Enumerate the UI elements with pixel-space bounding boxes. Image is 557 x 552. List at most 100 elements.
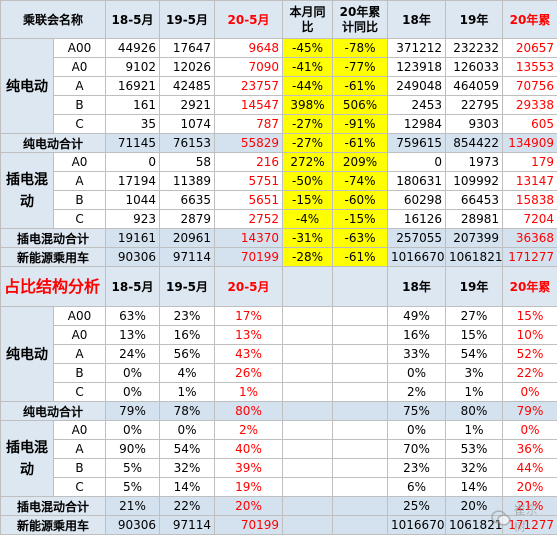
header-col: 20年累计同比 [332,0,389,39]
row-label: B [52,190,107,210]
table-cell: 54% [159,439,216,459]
empty-cell [332,477,389,497]
table-cell: 90306 [105,515,161,535]
header-col: 18-5月 [105,0,161,39]
header-col: 20年累 [502,0,557,39]
table-cell: 44926 [105,38,161,58]
table-cell: 1016670 [387,515,447,535]
empty-cell [332,344,389,364]
table-cell: 17% [214,306,284,326]
header-col: 18年 [387,0,447,39]
table-cell: 16% [159,325,216,345]
table-cell: 17647 [159,38,216,58]
table-cell: -60% [332,190,389,210]
table-cell: 17194 [105,171,161,191]
table-cell: 1074 [159,114,216,134]
subtotal-label: 纯电动合计 [0,401,107,421]
table-cell: -45% [282,38,334,58]
table-cell: 14370 [214,228,284,248]
table-cell: -63% [332,228,389,248]
row-label: A00 [52,306,107,326]
table-cell: 14547 [214,95,284,115]
table-cell: -41% [282,57,334,77]
row-label: C [52,114,107,134]
table-cell: 40% [214,439,284,459]
table-cell: 3% [445,363,504,383]
table-cell: 19% [214,477,284,497]
table-cell: 5651 [214,190,284,210]
table-cell: 15838 [502,190,557,210]
group-bev: 纯电动 [0,306,54,402]
table-cell: -4% [282,209,334,229]
group-phev: 插电混动 [0,152,54,229]
table-cell: 32% [445,458,504,478]
table-cell: 16% [387,325,447,345]
header-col: 19年 [445,0,504,39]
table-cell: 23% [159,306,216,326]
table-cell: 0% [387,420,447,440]
empty-cell [332,266,389,307]
table-cell: 0% [105,382,161,402]
table-cell: 787 [214,114,284,134]
table-cell: 1061821 [445,247,504,267]
empty-cell [282,439,334,459]
table-cell: 56% [159,344,216,364]
table-cell: 209% [332,152,389,172]
table-cell: -78% [332,38,389,58]
table-cell: 26% [214,363,284,383]
table-cell: 1016670 [387,247,447,267]
table-cell: 58 [159,152,216,172]
header-col: 本月同比 [282,0,334,39]
table-cell: 22% [159,496,216,516]
subtotal-label: 纯电动合计 [0,133,107,153]
table-cell: 2453 [387,95,447,115]
row-label: A0 [52,152,107,172]
table-cell: 55829 [214,133,284,153]
table-cell: 79% [502,401,557,421]
row-label: A [52,171,107,191]
table-cell: 43% [214,344,284,364]
table-cell: 90% [105,439,161,459]
table-cell: 13% [214,325,284,345]
group-phev: 插电混动 [0,420,54,497]
row-label: A00 [52,38,107,58]
table-cell: 29338 [502,95,557,115]
empty-cell [332,439,389,459]
table-cell: -74% [332,171,389,191]
table-cell: 1% [445,382,504,402]
row-label: C [52,477,107,497]
table-cell: 5% [105,458,161,478]
table-cell: 15% [445,325,504,345]
table-cell: 79% [105,401,161,421]
table-cell: 32% [159,458,216,478]
table-cell: 0 [105,152,161,172]
empty-cell [282,477,334,497]
table-cell: 0% [105,363,161,383]
table-cell: 21% [105,496,161,516]
table-cell: 10% [502,325,557,345]
table-cell: 54% [445,344,504,364]
table-cell: -27% [282,133,334,153]
table-cell: 97114 [159,247,216,267]
table-cell: 53% [445,439,504,459]
table-cell: 13% [105,325,161,345]
table-cell: 70% [387,439,447,459]
total-label: 新能源乘用车 [0,247,107,267]
table-cell: 80% [445,401,504,421]
row-label: B [52,95,107,115]
table-cell: 12026 [159,57,216,77]
table-cell: 1061821 [445,515,504,535]
header-col: 20-5月 [214,266,284,307]
table-cell: 249048 [387,76,447,96]
header-col: 20-5月 [214,0,284,39]
table-cell: 2879 [159,209,216,229]
table-cell: -61% [332,76,389,96]
table-cell: 23757 [214,76,284,96]
table-cell: 161 [105,95,161,115]
row-label: A0 [52,420,107,440]
table-cell: 1973 [445,152,504,172]
row-label: A [52,76,107,96]
subtotal-label: 插电混动合计 [0,228,107,248]
table-cell: 232232 [445,38,504,58]
table-cell: 44% [502,458,557,478]
